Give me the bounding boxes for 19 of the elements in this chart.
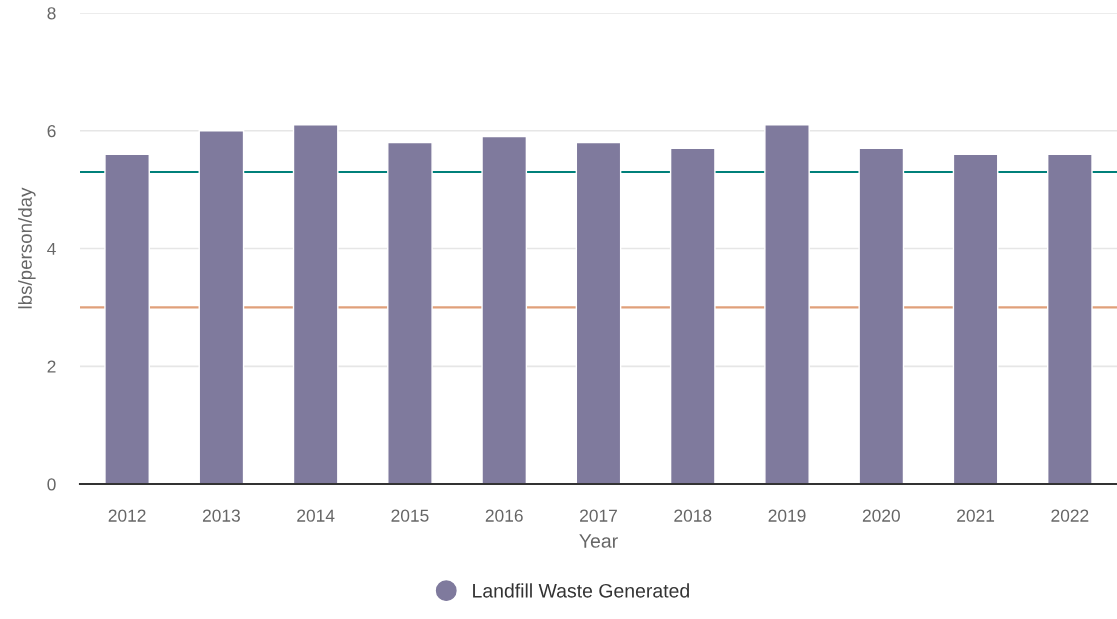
x-tick-label: 2020 bbox=[862, 509, 900, 522]
x-tick-label: 2016 bbox=[485, 509, 523, 522]
y-tick-label: 2 bbox=[47, 360, 56, 373]
x-tick-label: 2012 bbox=[108, 509, 146, 522]
y-tick-label: 8 bbox=[47, 7, 56, 20]
legend-label: Landfill Waste Generated bbox=[473, 583, 689, 598]
x-tick-label: 2019 bbox=[768, 509, 806, 522]
x-tick-label: 2013 bbox=[202, 509, 240, 522]
y-tick-label: 6 bbox=[47, 124, 56, 138]
x-tick-label: 2018 bbox=[674, 509, 712, 522]
x-tick-label: 2014 bbox=[297, 509, 335, 522]
y-axis-title: lbs/person/day bbox=[18, 187, 36, 309]
x-axis-title: Year bbox=[579, 534, 618, 548]
x-tick-label: 2021 bbox=[957, 509, 995, 522]
x-tick-label: 2017 bbox=[580, 509, 617, 522]
y-tick-label: 0 bbox=[47, 478, 56, 491]
x-tick-label: 2015 bbox=[391, 509, 429, 522]
x-tick-label: 2022 bbox=[1051, 509, 1089, 522]
y-tick-label: 4 bbox=[47, 242, 56, 255]
